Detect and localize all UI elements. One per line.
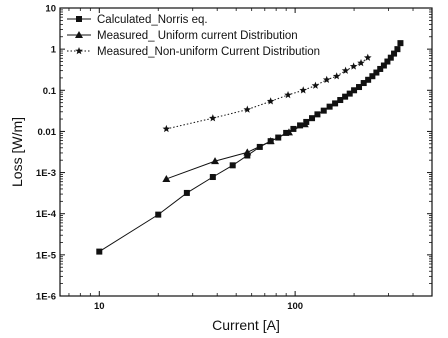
legend-label: Calculated_Norris eq. [97, 14, 208, 26]
square-marker [346, 90, 353, 97]
y-tick-label: 0.01 [38, 127, 57, 138]
square-marker [337, 97, 344, 104]
series-line [166, 57, 369, 130]
data-series [96, 40, 404, 255]
y-tick-label: 1E-4 [36, 209, 57, 220]
star-marker [349, 62, 358, 70]
star-marker [266, 97, 275, 105]
star-marker [332, 72, 341, 80]
square-marker [209, 174, 216, 181]
square-marker [384, 58, 391, 65]
star-marker [311, 81, 320, 89]
series-line [166, 123, 305, 180]
square-marker [394, 46, 401, 53]
square-marker [326, 103, 333, 110]
square-marker [369, 73, 376, 80]
square-marker [155, 211, 162, 218]
square-marker [244, 152, 251, 159]
star-marker [341, 66, 350, 74]
star-marker [299, 86, 308, 94]
square-marker [283, 129, 290, 136]
star-marker [284, 90, 292, 99]
axis-ticks: 10 1 0.1 0.01 1E-3 1E-4 1E-5 1E-6 10 100 [36, 4, 432, 312]
square-marker [351, 87, 358, 94]
square-marker [332, 100, 339, 107]
legend: Calculated_Norris eq. Measured_ Uniform c… [67, 14, 320, 58]
y-tick-label: 1E-6 [36, 292, 56, 303]
square-marker [397, 40, 404, 47]
y-tick-label: 10 [45, 4, 56, 15]
star-marker [357, 59, 365, 67]
y-tick-label: 1E-5 [36, 250, 57, 261]
square-marker [365, 76, 372, 83]
legend-label: Measured_Non-uniform Current Distributio… [97, 46, 320, 58]
square-marker [377, 65, 384, 72]
star-marker [363, 53, 372, 61]
series-1 [96, 40, 404, 255]
star-marker [322, 75, 331, 84]
y-tick-label: 0.1 [43, 86, 57, 97]
series-line [99, 42, 401, 253]
star-marker [162, 124, 171, 133]
star-marker [209, 114, 217, 122]
triangle-marker [300, 120, 309, 128]
square-marker [373, 69, 380, 76]
square-marker [303, 118, 310, 125]
square-marker [320, 107, 327, 114]
y-tick-label: 1 [51, 45, 57, 56]
legend-item: Measured_ Uniform current Distribution [67, 30, 298, 42]
star-marker [75, 47, 83, 55]
square-marker [76, 16, 82, 22]
square-marker [290, 125, 297, 132]
square-marker [342, 93, 349, 100]
triangle-marker [162, 174, 171, 182]
square-marker [391, 50, 398, 57]
square-marker [380, 62, 387, 69]
square-marker [387, 54, 394, 61]
legend-item: Calculated_Norris eq. [67, 14, 208, 26]
x-tick-label: 10 [94, 301, 105, 312]
square-marker [297, 122, 304, 129]
square-marker [183, 189, 190, 196]
star-marker [243, 105, 252, 113]
triangle-marker [243, 148, 252, 156]
square-marker [314, 111, 321, 118]
square-marker [229, 162, 236, 169]
triangle-marker [266, 137, 275, 145]
square-marker [309, 115, 316, 122]
triangle-marker [211, 157, 220, 165]
triangle-marker [75, 31, 83, 38]
legend-item: Measured_Non-uniform Current Distributio… [67, 46, 320, 58]
square-marker [360, 80, 367, 87]
plot-frame [59, 7, 433, 297]
y-tick-label: 1E-3 [36, 168, 56, 179]
series-2 [162, 120, 309, 182]
y-axis-title: Loss [W/m] [9, 117, 25, 187]
triangle-marker [284, 128, 293, 136]
legend-label: Measured_ Uniform current Distribution [97, 30, 298, 42]
x-tick-label: 100 [287, 301, 303, 312]
series-3 [162, 53, 372, 133]
square-marker [356, 84, 363, 91]
x-axis-title: Current [A] [212, 317, 280, 333]
square-marker [96, 248, 103, 255]
